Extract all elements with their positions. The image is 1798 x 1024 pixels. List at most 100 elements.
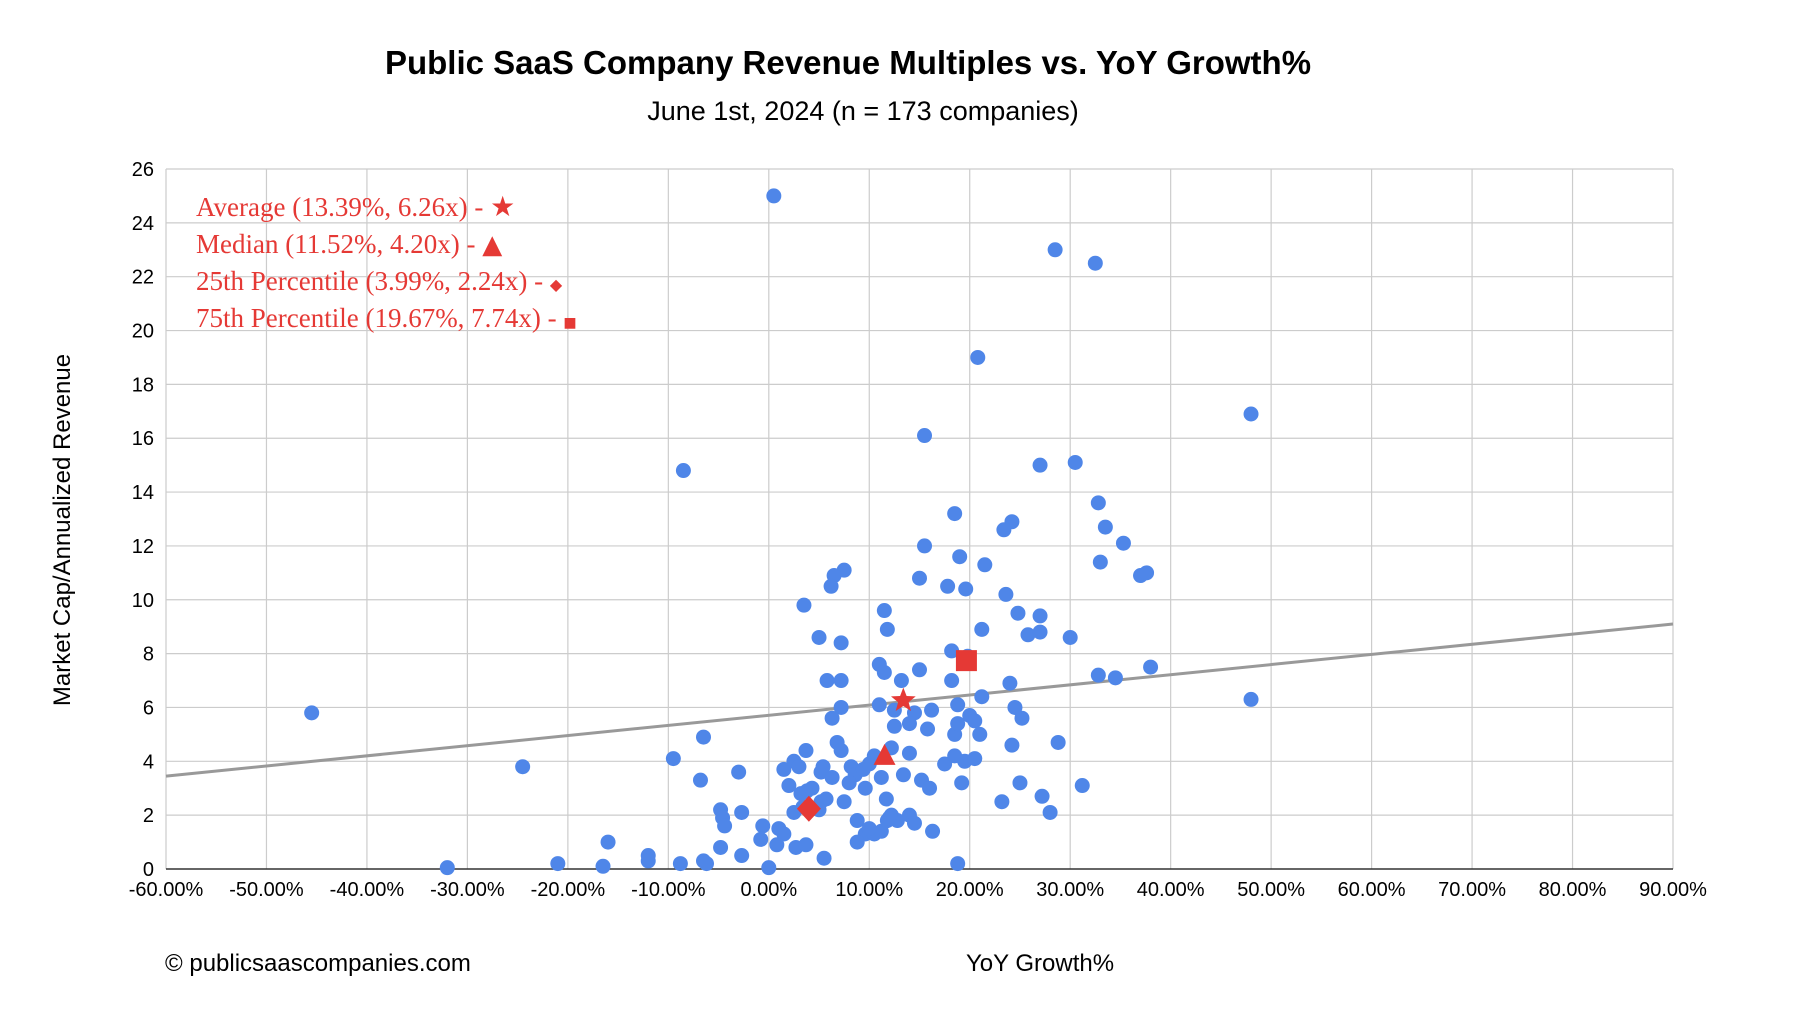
- data-point: [901, 745, 917, 761]
- data-point: [1050, 734, 1066, 750]
- data-point: [672, 856, 688, 872]
- data-point: [761, 860, 777, 876]
- data-point: [974, 689, 990, 705]
- y-tick-label: 26: [132, 159, 154, 181]
- data-point: [1034, 788, 1050, 804]
- data-point: [515, 759, 531, 775]
- data-point: [695, 729, 711, 745]
- square-marker: [955, 650, 977, 672]
- data-point: [876, 603, 892, 619]
- data-point: [861, 821, 877, 837]
- data-point: [954, 775, 970, 791]
- data-point: [912, 662, 927, 678]
- annotation-label: Median (11.52%, 4.20x) -: [196, 229, 482, 259]
- data-point: [994, 794, 1010, 810]
- y-tick-label: 8: [143, 644, 154, 666]
- copyright-footer: © publicsaascompanies.com: [165, 950, 471, 977]
- data-point: [665, 751, 681, 767]
- data-points: [304, 188, 1259, 876]
- annotation-triangle: Median (11.52%, 4.20x) - ▲: [196, 229, 502, 260]
- data-point: [734, 848, 750, 864]
- annotation-label: Average (13.39%, 6.26x) -: [196, 192, 490, 222]
- annotation-star: Average (13.39%, 6.26x) - ★: [196, 190, 515, 223]
- star-marker: [891, 687, 916, 711]
- data-point: [824, 710, 840, 726]
- data-point: [1092, 554, 1108, 570]
- data-point: [917, 428, 933, 444]
- triangle-icon: ▲: [482, 230, 502, 260]
- data-point: [1032, 608, 1048, 624]
- data-point: [967, 751, 983, 767]
- data-point: [819, 673, 835, 689]
- data-point: [1014, 710, 1030, 726]
- data-point: [717, 818, 733, 834]
- data-point: [967, 713, 983, 729]
- data-point: [833, 635, 849, 651]
- data-point: [734, 804, 750, 820]
- x-tick-label: 10.00%: [835, 879, 903, 901]
- data-point: [600, 834, 616, 850]
- data-point: [1042, 804, 1058, 820]
- data-point: [871, 697, 887, 713]
- x-tick-label: 40.00%: [1137, 879, 1205, 901]
- gridlines: [165, 168, 1674, 870]
- x-tick-label: 30.00%: [1036, 879, 1104, 901]
- x-tick-label: 90.00%: [1639, 879, 1707, 901]
- data-point: [876, 664, 892, 680]
- y-tick-label: 10: [132, 590, 154, 612]
- data-point: [1067, 454, 1083, 470]
- data-point: [550, 856, 566, 872]
- x-tick-label: -50.00%: [229, 879, 304, 901]
- data-point: [1032, 624, 1048, 640]
- data-point: [861, 756, 877, 772]
- data-point: [815, 759, 831, 775]
- y-tick-label: 4: [143, 751, 154, 773]
- x-tick-label: -10.00%: [631, 879, 706, 901]
- data-point: [893, 673, 909, 689]
- data-point: [713, 839, 729, 855]
- y-tick-label: 14: [132, 482, 154, 504]
- data-point: [937, 756, 953, 772]
- data-point: [769, 837, 785, 853]
- data-point: [972, 726, 988, 742]
- x-tick-label: 80.00%: [1539, 879, 1607, 901]
- y-tick-label: 0: [143, 859, 154, 881]
- data-point: [776, 826, 792, 842]
- square-icon: ■: [563, 315, 576, 331]
- star-icon: ★: [490, 190, 515, 223]
- y-tick-label: 16: [132, 428, 154, 450]
- data-point: [879, 621, 895, 637]
- data-point: [824, 769, 840, 785]
- x-axis-label: YoY Growth%: [966, 950, 1114, 977]
- data-point: [886, 718, 902, 734]
- x-tick-label: 60.00%: [1338, 879, 1406, 901]
- x-tick-label: 50.00%: [1237, 879, 1305, 901]
- x-axis-ticks: -60.00% -50.00% -40.00% -30.00% -20.00% -10.0…: [129, 879, 1707, 901]
- annotation-square: 75th Percentile (19.67%, 7.74x) - ■: [196, 303, 577, 333]
- data-point: [1007, 699, 1023, 715]
- data-point: [952, 549, 968, 565]
- y-tick-label: 18: [132, 374, 154, 396]
- diamond-marker: [796, 795, 821, 822]
- data-point: [1107, 670, 1123, 686]
- data-point: [1020, 627, 1036, 643]
- data-point: [950, 856, 966, 872]
- data-point: [849, 813, 865, 829]
- data-point: [798, 837, 814, 853]
- data-point: [1115, 535, 1131, 551]
- data-point: [947, 506, 963, 522]
- data-point: [1090, 495, 1106, 511]
- data-point: [796, 597, 812, 613]
- data-point: [675, 463, 691, 479]
- data-point: [944, 673, 960, 689]
- data-point: [439, 860, 455, 876]
- data-point: [791, 759, 807, 775]
- data-point: [944, 643, 960, 659]
- data-point: [920, 721, 936, 737]
- x-tick-label: 70.00%: [1438, 879, 1506, 901]
- data-point: [816, 850, 832, 866]
- data-point: [977, 557, 993, 573]
- data-point: [755, 818, 771, 834]
- data-point: [958, 581, 974, 597]
